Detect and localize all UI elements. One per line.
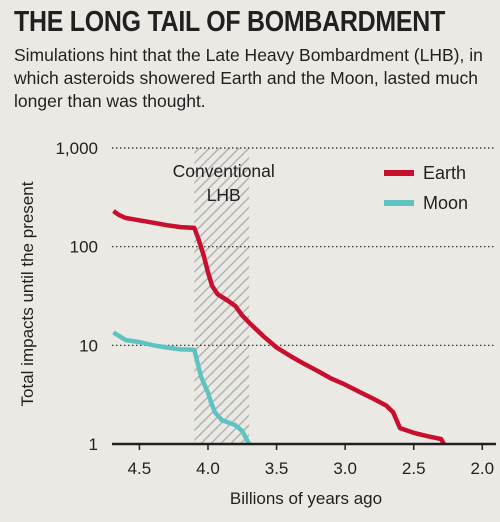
series-line-earth [112, 209, 446, 446]
y-tick-label: 1,000 [55, 139, 98, 158]
band-label-line: LHB [207, 185, 241, 205]
x-tick-label: 2.5 [402, 459, 426, 478]
y-tick-label: 100 [70, 238, 98, 257]
x-tick-label: 3.5 [265, 459, 289, 478]
y-tick-label: 1 [89, 435, 98, 454]
legend-label-moon: Moon [423, 193, 468, 213]
x-tick-label: 4.0 [196, 459, 220, 478]
x-axis-label: Billions of years ago [230, 489, 382, 508]
y-tick-label: 10 [79, 336, 98, 355]
chart-subtitle: Simulations hint that the Late Heavy Bom… [14, 45, 483, 111]
chart-title: THE LONG TAIL OF BOMBARDMENT [14, 6, 446, 38]
x-tick-label: 4.5 [128, 459, 152, 478]
x-tick-label: 3.0 [333, 459, 357, 478]
y-axis-label: Total impacts until the present [18, 181, 37, 406]
x-tick-label: 2.0 [470, 459, 494, 478]
legend-label-earth: Earth [423, 163, 466, 183]
series-line-moon [112, 330, 252, 446]
band-label-line: Conventional [173, 161, 275, 181]
